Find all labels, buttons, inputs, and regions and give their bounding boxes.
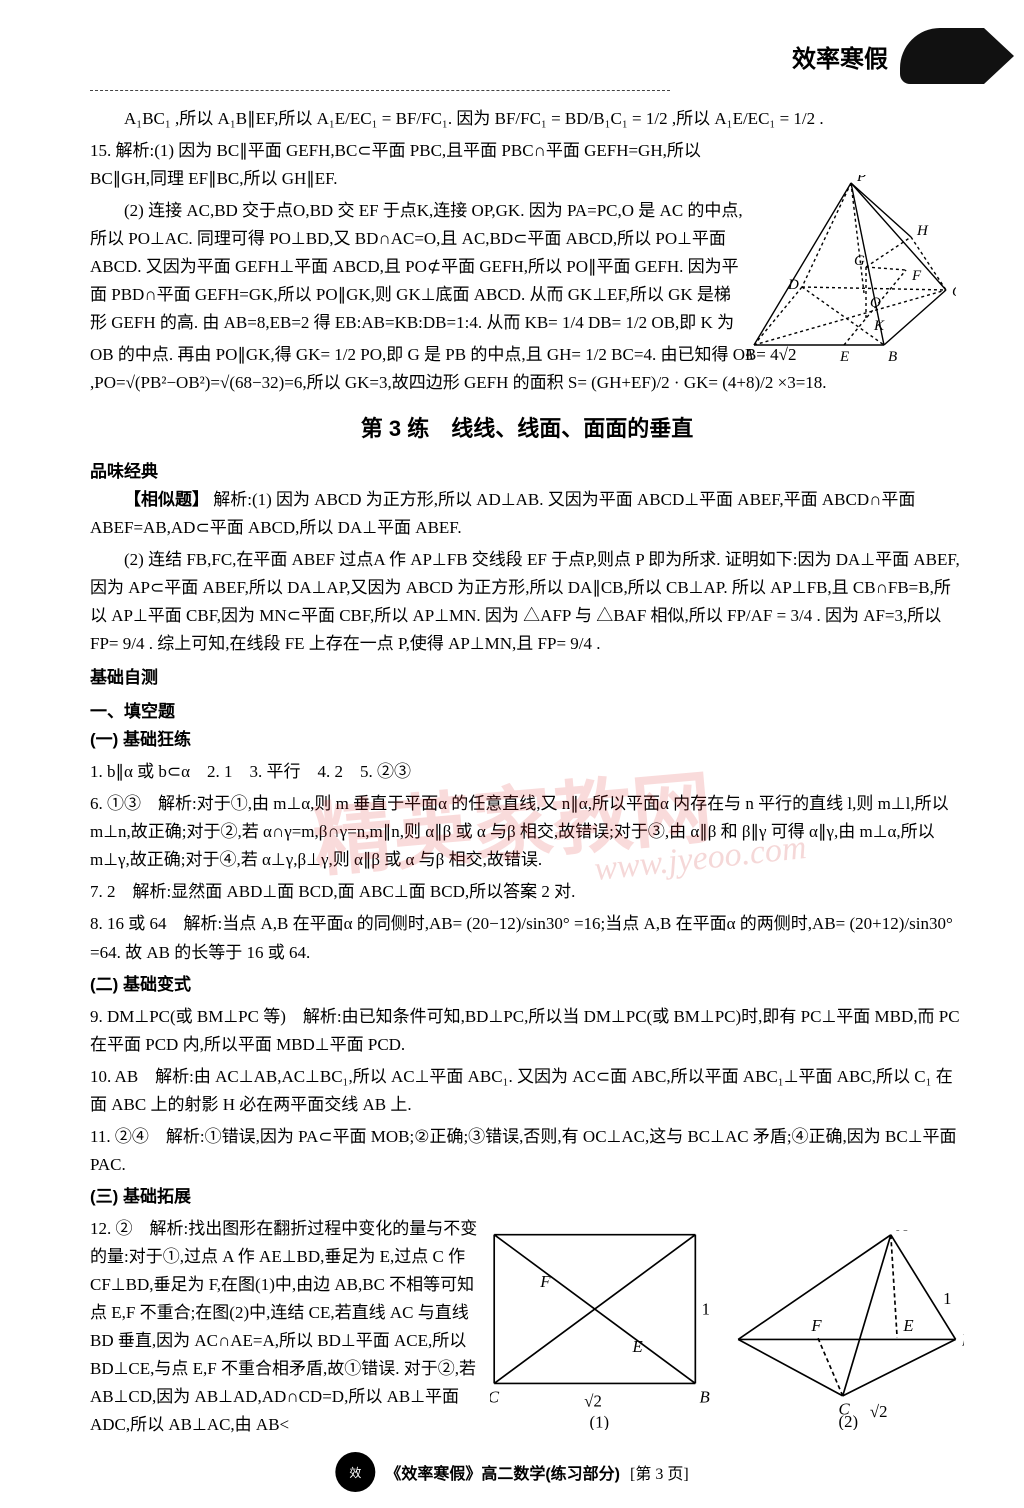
svg-text:1: 1 xyxy=(702,1299,710,1318)
svg-text:A: A xyxy=(699,1230,710,1232)
svg-text:F: F xyxy=(810,1316,822,1335)
a1: 1. b∥α 或 b⊂α 2. 1 3. 平行 4. 2 5. ②③ xyxy=(90,758,964,786)
similar-p1: 【相似题】 解析:(1) 因为 ABCD 为正方形,所以 AD⊥AB. 又因为平… xyxy=(90,486,964,542)
header-title: 效率寒假 xyxy=(792,39,888,74)
sub2: (二) 基础变式 xyxy=(90,971,964,999)
svg-text:C: C xyxy=(952,284,956,300)
a9: 9. DM⊥PC(或 BM⊥PC 等) 解析:由已知条件可知,BD⊥PC,所以当… xyxy=(90,1003,964,1059)
jichu-head: 基础自测 xyxy=(90,664,964,692)
q15-p1: 15. 解析:(1) 因为 BC∥平面 GEFH,BC⊂平面 PBC,且平面 P… xyxy=(90,137,744,193)
q14-tail: A₁BC₁ ,所以 A₁B∥EF,所以 A₁E/EC₁ = BF/FC₁. 因为… xyxy=(90,105,964,133)
svg-text:P: P xyxy=(856,175,866,185)
svg-text:E: E xyxy=(631,1337,642,1356)
svg-text:E: E xyxy=(839,349,849,365)
svg-text:G: G xyxy=(854,253,865,269)
svg-text:B: B xyxy=(700,1387,710,1406)
svg-text:F: F xyxy=(539,1272,551,1291)
diagrams-bottom: D A C B F E √2 1 (1) A D B C F E √2 1 (2) xyxy=(490,1230,970,1450)
svg-text:(2): (2) xyxy=(839,1412,859,1430)
a8: 8. 16 或 64 解析:当点 A,B 在平面α 的同侧时,AB= (20−1… xyxy=(90,910,964,966)
a12: 12. ② 解析:找出图形在翻折过程中变化的量与不变的量:对于①,过点 A 作 … xyxy=(90,1215,485,1439)
svg-text:O: O xyxy=(870,295,881,311)
svg-text:1: 1 xyxy=(943,1289,951,1308)
q15-p2: (2) 连接 AC,BD 交于点O,BD 交 EF 于点K,连接 OP,GK. … xyxy=(90,197,744,337)
svg-text:C: C xyxy=(490,1387,500,1406)
similar-head: 【相似题】 xyxy=(124,490,209,509)
corner-badge xyxy=(900,28,984,84)
similar-p2: (2) 连结 FB,FC,在平面 ABEF 过点A 作 AP⊥FB 交线段 EF… xyxy=(90,546,964,658)
svg-text:D: D xyxy=(787,277,799,293)
diagram-fig2: ADBCFE√21(2) xyxy=(734,1230,964,1430)
svg-text:B: B xyxy=(962,1331,964,1350)
a10: 10. AB 解析:由 AC⊥AB,AC⊥BC₁,所以 AC⊥平面 ABC₁. … xyxy=(90,1063,964,1119)
svg-text:H: H xyxy=(916,223,929,239)
svg-text:A: A xyxy=(746,347,754,363)
a6: 6. ①③ 解析:对于①,由 m⊥α,则 m 垂直于平面α 的任意直线,又 n∥… xyxy=(90,790,964,874)
a7: 7. 2 解析:显然面 ABD⊥面 BCD,面 ABC⊥面 BCD,所以答案 2… xyxy=(90,878,964,906)
fill-head: 一、填空题 xyxy=(90,698,964,726)
footer: 效 《效率寒假》高二数学(练习部分) [第 3 页] xyxy=(335,1452,688,1492)
pinwei-head: 品味经典 xyxy=(90,458,964,486)
footer-book: 《效率寒假》高二数学(练习部分) xyxy=(385,1460,620,1484)
sub3: (三) 基础拓展 xyxy=(90,1183,964,1211)
section3-title: 第 3 练 线线、线面、面面的垂直 xyxy=(90,411,964,447)
svg-text:E: E xyxy=(902,1316,913,1335)
sub1: (一) 基础狂练 xyxy=(90,726,964,754)
footer-page: [第 3 页] xyxy=(630,1460,689,1484)
similar-p1-text: 解析:(1) 因为 ABCD 为正方形,所以 AD⊥AB. 又因为平面 ABCD… xyxy=(90,490,915,537)
svg-text:√2: √2 xyxy=(870,1402,888,1421)
svg-text:F: F xyxy=(911,268,922,284)
svg-text:√2: √2 xyxy=(584,1391,602,1410)
a11: 11. ②④ 解析:①错误,因为 PA⊂平面 MOB;②正确;③错误,否则,有 … xyxy=(90,1123,964,1179)
svg-text:K: K xyxy=(873,318,885,334)
diagram-pyramid: P A E B C D OK G F H xyxy=(746,175,956,365)
svg-text:A: A xyxy=(896,1230,908,1235)
footer-logo-icon: 效 xyxy=(335,1452,375,1492)
svg-text:(1): (1) xyxy=(590,1412,610,1430)
diagram-fig1: D A C B F E √2 1 (1) xyxy=(490,1230,710,1430)
svg-text:D: D xyxy=(490,1230,502,1232)
svg-text:B: B xyxy=(888,349,897,365)
header-rule xyxy=(90,90,670,91)
